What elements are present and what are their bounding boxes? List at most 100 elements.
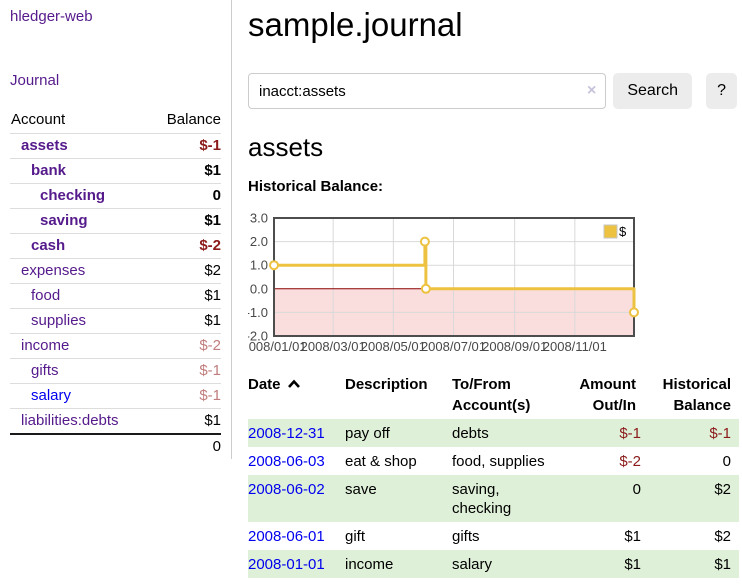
table-row: cash $-2 xyxy=(10,233,221,259)
date-column-header[interactable]: Date xyxy=(248,373,345,419)
entry-description: save xyxy=(345,481,377,498)
table-row: 2008-12-31 pay off debts $-1 $-1 xyxy=(248,419,739,447)
y-axis-tick-label: 1.0 xyxy=(250,258,268,273)
table-row: liabilities:debts $1 xyxy=(10,408,221,434)
page-title: sample.journal xyxy=(248,6,463,43)
y-axis-tick-label: 2.0 xyxy=(250,234,268,249)
search-input[interactable] xyxy=(248,73,607,109)
x-axis-tick-label: 2008/05/01 xyxy=(361,339,426,354)
help-button[interactable]: ? xyxy=(706,73,737,109)
table-row: saving $1 xyxy=(10,208,221,234)
description-column-header: Description xyxy=(345,376,428,393)
y-axis-tick-label: 3.0 xyxy=(250,211,268,226)
entry-accounts: salary xyxy=(452,556,493,573)
account-link-saving[interactable]: saving xyxy=(40,212,88,229)
account-balance: 0 xyxy=(149,183,221,209)
main-content: sample.journal × Search ? assets Histori… xyxy=(232,0,742,586)
entry-description: gift xyxy=(345,528,366,545)
account-link-supplies[interactable]: supplies xyxy=(31,312,87,329)
x-axis-tick-label: 2008/03/01 xyxy=(301,339,366,354)
table-row: assets $-1 xyxy=(10,134,221,159)
search-box: × xyxy=(248,73,607,109)
table-row: 2008-06-03 eat & shop food, supplies $-2… xyxy=(248,447,739,475)
total-row: 0 xyxy=(10,433,221,459)
account-link-assets[interactable]: assets xyxy=(21,137,68,154)
x-axis-tick-label: 2008/09/01 xyxy=(482,339,547,354)
account-link-cash[interactable]: cash xyxy=(31,237,66,254)
account-link-income[interactable]: income xyxy=(21,337,70,354)
search-form: × Search ? xyxy=(248,73,737,109)
table-row: income $-2 xyxy=(10,333,221,359)
historical-balance-chart: 3.0 2.0 1.0 0.0 -1.0 -2.02008/01/012008/03/01… xyxy=(248,211,639,354)
table-row: salary $-1 xyxy=(10,383,221,409)
entry-description: income xyxy=(345,556,394,573)
account-column-header: Account xyxy=(10,108,150,134)
table-row: expenses $2 xyxy=(10,258,221,284)
entry-amount: $1 xyxy=(624,528,641,545)
table-row: checking 0 xyxy=(10,183,221,209)
total-balance: 0 xyxy=(149,433,221,459)
sidebar-nav: Journal xyxy=(10,72,221,89)
date-link[interactable]: 2008-06-01 xyxy=(248,528,325,545)
y-axis-tick-label: 0.0 xyxy=(250,281,268,296)
data-point-marker[interactable] xyxy=(420,283,431,294)
account-link-checking[interactable]: checking xyxy=(40,187,106,204)
legend-label: $ xyxy=(619,224,627,239)
y-axis-tick-label: -2.0 xyxy=(248,329,268,344)
entry-accounts: debts xyxy=(452,425,489,442)
chart-title: Historical Balance: xyxy=(248,178,384,195)
sidebar: hledger-web Journal Account Balance asse… xyxy=(0,0,232,459)
account-balance: $1 xyxy=(149,283,221,309)
data-point-marker[interactable] xyxy=(269,260,279,271)
table-row: gifts $-1 xyxy=(10,358,221,384)
sidebar-item-journal[interactable]: Journal xyxy=(10,72,60,89)
x-axis-tick-label: 2008/11/01 xyxy=(543,339,607,354)
date-link[interactable]: 2008-06-03 xyxy=(248,453,325,470)
clear-search-icon[interactable]: × xyxy=(587,82,597,99)
brand: hledger-web xyxy=(10,8,221,25)
date-link[interactable]: 2008-06-02 xyxy=(248,481,325,498)
search-button[interactable]: Search xyxy=(613,73,693,109)
data-point-marker[interactable] xyxy=(419,236,430,247)
entry-balance: $1 xyxy=(714,556,731,573)
data-point-marker[interactable] xyxy=(629,307,639,318)
date-link[interactable]: 2008-12-31 xyxy=(248,425,325,442)
account-balance: $1 xyxy=(149,408,221,434)
entry-amount: $1 xyxy=(624,556,641,573)
account-balance: $1 xyxy=(149,208,221,234)
table-row: 2008-06-01 gift gifts $1 $2 xyxy=(248,522,739,550)
account-link-expenses[interactable]: expenses xyxy=(21,262,86,279)
account-balance: $1 xyxy=(149,158,221,184)
account-balance: $-2 xyxy=(149,233,221,259)
journal-entries-table: Date Description To/From Account(s) Amou… xyxy=(248,373,739,578)
entry-amount: $-2 xyxy=(619,453,641,470)
sort-ascending-icon xyxy=(287,379,300,388)
account-link-liabilities-debts[interactable]: liabilities:debts xyxy=(21,412,119,429)
entry-amount: 0 xyxy=(632,481,641,498)
account-link-food[interactable]: food xyxy=(31,287,61,304)
entry-description: pay off xyxy=(345,425,390,442)
brand-link[interactable]: hledger-web xyxy=(10,8,93,25)
account-balance: $-1 xyxy=(149,358,221,384)
date-link[interactable]: 2008-01-01 xyxy=(248,556,325,573)
journal-table-header: Date Description To/From Account(s) Amou… xyxy=(248,373,739,419)
entry-amount: $-1 xyxy=(619,425,641,442)
x-axis-tick-label: 2008/07/01 xyxy=(421,339,486,354)
account-balance: $-2 xyxy=(149,333,221,359)
entry-description: eat & shop xyxy=(345,453,417,470)
entry-accounts: saving, checking xyxy=(452,481,512,517)
balance-column-header: Balance xyxy=(149,108,221,134)
account-balance: $1 xyxy=(149,308,221,334)
table-row: 2008-06-02 save saving, checking 0 $2 xyxy=(248,475,739,522)
account-link-gifts[interactable]: gifts xyxy=(31,362,59,379)
table-row: food $1 xyxy=(10,283,221,309)
account-balance: $-1 xyxy=(199,137,221,154)
entry-balance: $2 xyxy=(714,528,731,545)
entry-balance: $2 xyxy=(714,481,731,498)
y-axis-tick-label: -1.0 xyxy=(248,305,268,320)
account-link-bank[interactable]: bank xyxy=(31,162,67,179)
account-link-salary[interactable]: salary xyxy=(31,387,72,404)
account-heading: assets xyxy=(248,132,324,162)
tofrom-column-header: To/From Account(s) xyxy=(452,376,531,414)
